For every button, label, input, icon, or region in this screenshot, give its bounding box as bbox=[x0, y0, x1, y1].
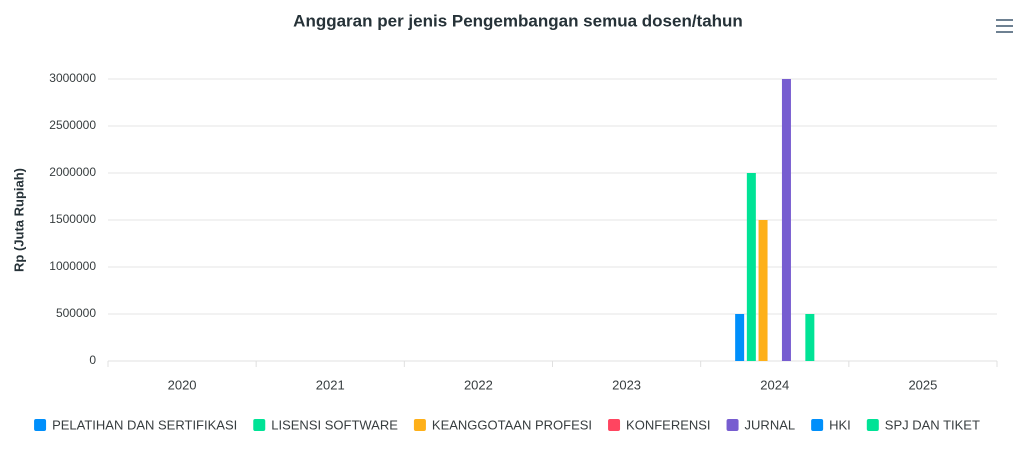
legend-item[interactable]: SPJ DAN TIKET bbox=[866, 417, 980, 432]
menu-icon[interactable] bbox=[996, 19, 1013, 33]
y-tick-label: 2500000 bbox=[49, 118, 96, 132]
x-tick-label: 2022 bbox=[464, 377, 493, 392]
chart-title: Anggaran per jenis Pengembangan semua do… bbox=[293, 11, 743, 30]
y-tick-label: 500000 bbox=[56, 306, 96, 320]
bar bbox=[805, 314, 815, 361]
x-tick-label: 2024 bbox=[760, 377, 789, 392]
x-tick-label: 2025 bbox=[908, 377, 937, 392]
legend-label: PELATIHAN DAN SERTIFIKASI bbox=[52, 417, 237, 432]
legend-swatch bbox=[608, 419, 621, 431]
bar bbox=[735, 314, 745, 361]
legend-item[interactable]: KONFERENSI bbox=[608, 417, 711, 432]
y-tick-label: 1000000 bbox=[49, 259, 96, 273]
legend-item[interactable]: HKI bbox=[811, 417, 851, 432]
legend-swatch bbox=[34, 419, 47, 431]
legend-swatch bbox=[253, 419, 266, 431]
x-tick-label: 2020 bbox=[168, 377, 197, 392]
legend-label: KONFERENSI bbox=[626, 417, 711, 432]
legend-label: JURNAL bbox=[745, 417, 796, 432]
legend-item[interactable]: KEANGGOTAAN PROFESI bbox=[413, 417, 592, 432]
legend-swatch bbox=[811, 419, 824, 431]
legend-swatch bbox=[413, 419, 426, 431]
legend-item[interactable]: PELATIHAN DAN SERTIFIKASI bbox=[34, 417, 237, 432]
legend-label: HKI bbox=[829, 417, 851, 432]
bar bbox=[758, 220, 768, 361]
bar bbox=[746, 173, 756, 361]
legend-swatch bbox=[726, 419, 739, 431]
legend-label: LISENSI SOFTWARE bbox=[271, 417, 398, 432]
y-tick-label: 0 bbox=[89, 353, 96, 367]
x-tick-label: 2023 bbox=[612, 377, 641, 392]
y-tick-label: 3000000 bbox=[49, 71, 96, 85]
x-tick-label: 2021 bbox=[316, 377, 345, 392]
y-tick-label: 1500000 bbox=[49, 212, 96, 226]
legend-label: SPJ DAN TIKET bbox=[885, 417, 980, 432]
legend-label: KEANGGOTAAN PROFESI bbox=[432, 417, 592, 432]
legend-item[interactable]: JURNAL bbox=[726, 417, 796, 432]
legend-swatch bbox=[866, 419, 879, 431]
y-axis-title: Rp (Juta Rupiah) bbox=[11, 168, 26, 272]
legend-item[interactable]: LISENSI SOFTWARE bbox=[253, 417, 398, 432]
bar bbox=[781, 79, 791, 361]
y-tick-label: 2000000 bbox=[49, 165, 96, 179]
